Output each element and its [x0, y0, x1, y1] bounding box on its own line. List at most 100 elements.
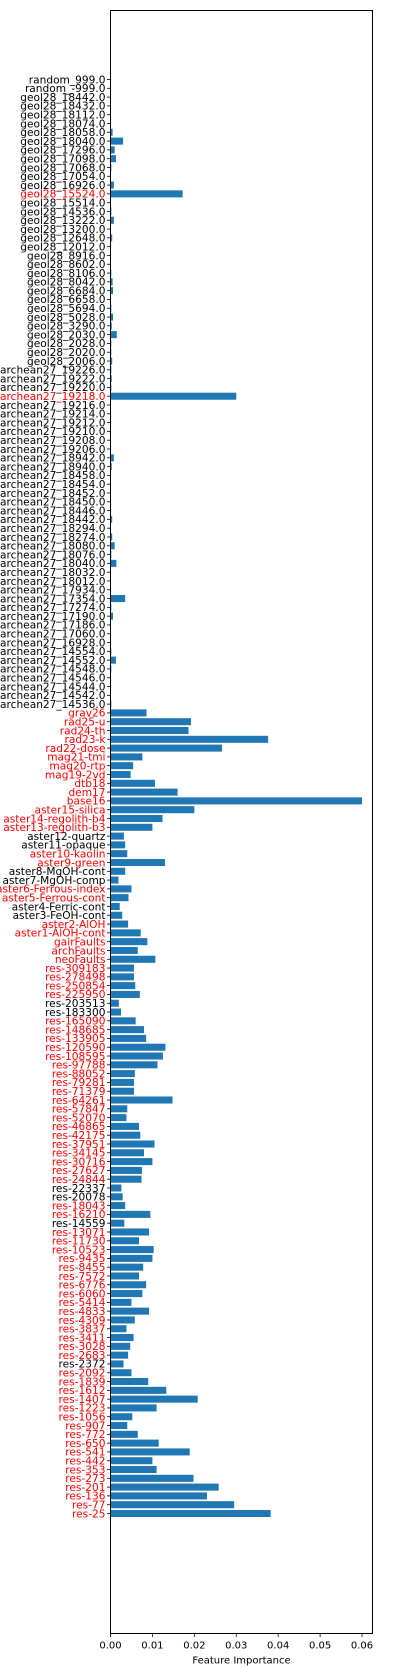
bar-res-3837: [110, 1325, 127, 1333]
y-tick-label: res-22337: [52, 1183, 106, 1195]
bar-res-18043: [110, 1202, 126, 1210]
y-tick-label: res-34145: [52, 1148, 106, 1160]
bar-rad25-u: [110, 718, 191, 726]
bar-res-3411: [110, 1334, 134, 1342]
bar-res-772: [110, 1430, 138, 1438]
y-tick-label: archean27_14552.0: [0, 655, 106, 667]
y-tick-label: mag20-rtp: [49, 761, 105, 773]
bar-res-13071: [110, 1228, 150, 1236]
bar-res-225950: [110, 990, 140, 998]
bar-rad22-dose: [110, 744, 223, 752]
y-tick-label: res-27627: [52, 1165, 106, 1177]
bar-res-2683: [110, 1351, 129, 1359]
y-tick-label: res-3028: [59, 1341, 106, 1353]
y-tick-label: geol28_18442.0: [20, 92, 106, 104]
bar-geol28_16926.0: [110, 181, 114, 189]
bar-aster10-kaolin: [110, 850, 128, 858]
bar-geol28_12648.0: [110, 234, 113, 242]
bar-archean27_17354.0: [110, 595, 126, 603]
y-tick-label: aster1-AlOH-cont: [15, 928, 106, 940]
y-tick-label: aster14-regolith-b4: [3, 813, 105, 825]
bar-res-133905: [110, 1034, 147, 1042]
y-tick-label: archean27_18452.0: [0, 488, 106, 500]
bar-res-136: [110, 1492, 207, 1500]
bar-res-1223: [110, 1404, 157, 1412]
bar-aster7-MgOH-comp: [110, 876, 119, 884]
bar-archean27_18274.0: [110, 533, 113, 541]
bar-rad23-k: [110, 735, 269, 743]
y-tick-label: res-203513: [45, 998, 105, 1010]
bar-res-273: [110, 1474, 194, 1482]
y-tick-label: res-9435: [59, 1253, 106, 1265]
y-tick-label: res-64261: [52, 1095, 106, 1107]
y-tick-label: res-3411: [59, 1332, 106, 1344]
y-tick-label: res-353: [65, 1464, 105, 1476]
bar-aster4-Ferric-cont: [110, 902, 120, 910]
y-tick-label: random_-999.0: [25, 83, 106, 95]
y-tick-label: res-42175: [52, 1130, 106, 1142]
y-tick-label: res-37951: [52, 1139, 106, 1151]
y-tick-label: geol28_13200.0: [20, 224, 106, 236]
y-tick-label: aster8-MgOH-cont: [9, 866, 106, 878]
bar-archean27_18442.0: [110, 515, 113, 523]
bar-res-88052: [110, 1070, 135, 1078]
y-tick-label: aster4-Ferric-cont: [12, 901, 106, 913]
y-tick-label: res-13071: [52, 1227, 106, 1239]
y-tick-label: res-6060: [59, 1288, 106, 1300]
bar-res-120590: [110, 1043, 166, 1051]
y-tick-label: geol28_13222.0: [20, 215, 106, 227]
y-tick-label: archean27_19214.0: [0, 409, 106, 421]
bar-res-20078: [110, 1193, 123, 1201]
x-tick-label: 0.03: [225, 1641, 247, 1652]
y-tick-label: geol28_18074.0: [20, 118, 106, 130]
y-tick-label: geol28_15524.0: [20, 189, 106, 201]
bar-aster12-quartz: [110, 832, 124, 840]
plot-frame: [110, 10, 373, 1634]
bar-aster11-opaque: [110, 841, 126, 849]
y-tick-label: geol28_17296.0: [20, 145, 106, 157]
bar-aster2-AlOH: [110, 920, 129, 928]
y-tick-label: geol28_8106.0: [27, 268, 106, 280]
y-tick-label: geol28_16926.0: [20, 180, 106, 192]
y-tick-label: archean27_18294.0: [0, 523, 106, 535]
bar-res-650: [110, 1439, 159, 1447]
bar-res-34145: [110, 1149, 145, 1157]
y-tick-label: aster13-regolith-b3: [3, 822, 105, 834]
y-tick-label: res-3837: [59, 1324, 106, 1336]
y-tick-label: archean27_18274.0: [0, 532, 106, 544]
x-tick-label: 0.06: [351, 1641, 373, 1652]
y-tick-label: archean27_19226.0: [0, 365, 106, 377]
bar-archean27_14552.0: [110, 656, 116, 664]
x-axis-group: 0.00 0.01 0.02 0.03 0.04 0.05 0.06: [99, 1633, 373, 1652]
y-tick-label: geol28_14536.0: [20, 206, 106, 218]
y-tick-label: geol28_5694.0: [27, 303, 106, 315]
bar-res-3028: [110, 1342, 131, 1350]
y-tick-label: archean27_18032.0: [0, 567, 106, 579]
bars-group: [110, 75, 363, 1518]
y-tick-label: res-772: [65, 1429, 105, 1441]
y-tick-label: archean27_14554.0: [0, 646, 106, 658]
bar-geol28_15524.0: [110, 190, 183, 198]
y-tick-label: geol28_6658.0: [27, 294, 106, 306]
bar-res-541: [110, 1448, 190, 1456]
bar-dem17: [110, 788, 178, 796]
y-tick-label: geol28_18058.0: [20, 127, 106, 139]
y-tick-labels-group: res-25res-77res-136res-201res-273res-353…: [0, 74, 111, 1520]
y-tick-label: geol28_18040.0: [20, 136, 106, 148]
y-tick-label: archean27_14542.0: [0, 690, 106, 702]
y-tick-label: res-18043: [52, 1200, 106, 1212]
y-tick-label: archean27_18012.0: [0, 576, 106, 588]
bar-geol28_6684.0: [110, 287, 114, 295]
y-tick-label: archean27_17060.0: [0, 629, 106, 641]
bar-res-1407: [110, 1395, 198, 1403]
y-tick-label: aster11-opaque: [21, 840, 105, 852]
y-tick-label: geol28_18432.0: [20, 101, 106, 113]
y-tick-label: res-79281: [52, 1077, 106, 1089]
y-tick-label: res-8455: [59, 1262, 106, 1274]
y-tick-label: rad25-u: [64, 717, 106, 729]
bar-res-442: [110, 1457, 153, 1465]
y-tick-label: geol28_15514.0: [20, 197, 106, 209]
bar-res-6060: [110, 1290, 143, 1298]
bar-geol28_5028.0: [110, 313, 114, 321]
bar-res-5414: [110, 1298, 132, 1306]
